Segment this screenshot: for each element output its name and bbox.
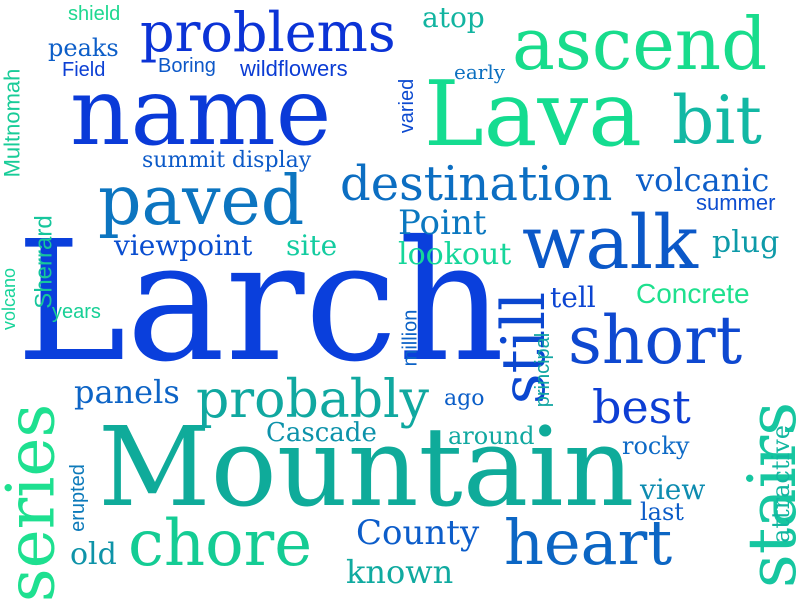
word-rocky: rocky [622,432,690,460]
word-bit: bit [672,82,762,159]
word-principal: principal [532,332,555,408]
word-ago: ago [444,386,485,411]
word-million: million [399,309,422,367]
word-best: best [592,380,691,434]
word-paved: paved [98,162,305,241]
word-cascade: Cascade [266,418,377,448]
word-larch: Larch [16,206,505,399]
word-around: around [448,422,535,450]
word-years: years [52,301,101,323]
word-view: view [640,473,706,506]
word-site: site [286,229,338,262]
word-mountain: Mountain [98,403,635,531]
word-walk: walk [522,200,698,286]
word-heart: heart [504,506,673,579]
word-name: name [70,58,332,167]
word-wildflowers: wildflowers [240,56,348,81]
word-varied: varied [396,78,419,134]
word-last: last [640,498,684,526]
word-boring: Boring [158,55,216,77]
word-tell: tell [550,281,596,314]
word-county: County [356,513,480,553]
word-multnomah: Multnomah [0,68,25,178]
word-atop: atop [422,1,485,34]
word-lava: Lava [424,62,642,167]
word-panels: panels [74,373,180,411]
word-concrete: Concrete [636,278,750,309]
word-summit-display: summit display [142,148,312,173]
word-attractive: attractive [766,425,795,543]
word-ascend: ascend [512,2,768,86]
word-chore: chore [128,507,313,581]
word-short: short [568,302,743,379]
word-early: early [454,60,506,84]
word-lookout: lookout [398,237,512,272]
word-series: series [0,403,70,600]
word-peaks: peaks [48,34,119,62]
word-shield: shield [68,3,121,25]
word-viewpoint: viewpoint [114,229,253,262]
word-sherrard: Sherrard [30,215,58,309]
word-volcano: volcano [0,267,20,331]
word-probably: probably [196,370,430,430]
word-volcanic: volcanic [636,161,770,199]
word-plug: plug [712,225,780,260]
word-old: old [70,537,117,572]
word-erupted: erupted [66,464,89,532]
word-point: Point [398,203,487,243]
word-field: Field [62,59,106,81]
word-summer: summer [696,190,776,215]
word-destination: destination [340,156,613,212]
word-known: known [346,553,454,591]
word-problems: problems [140,1,396,64]
